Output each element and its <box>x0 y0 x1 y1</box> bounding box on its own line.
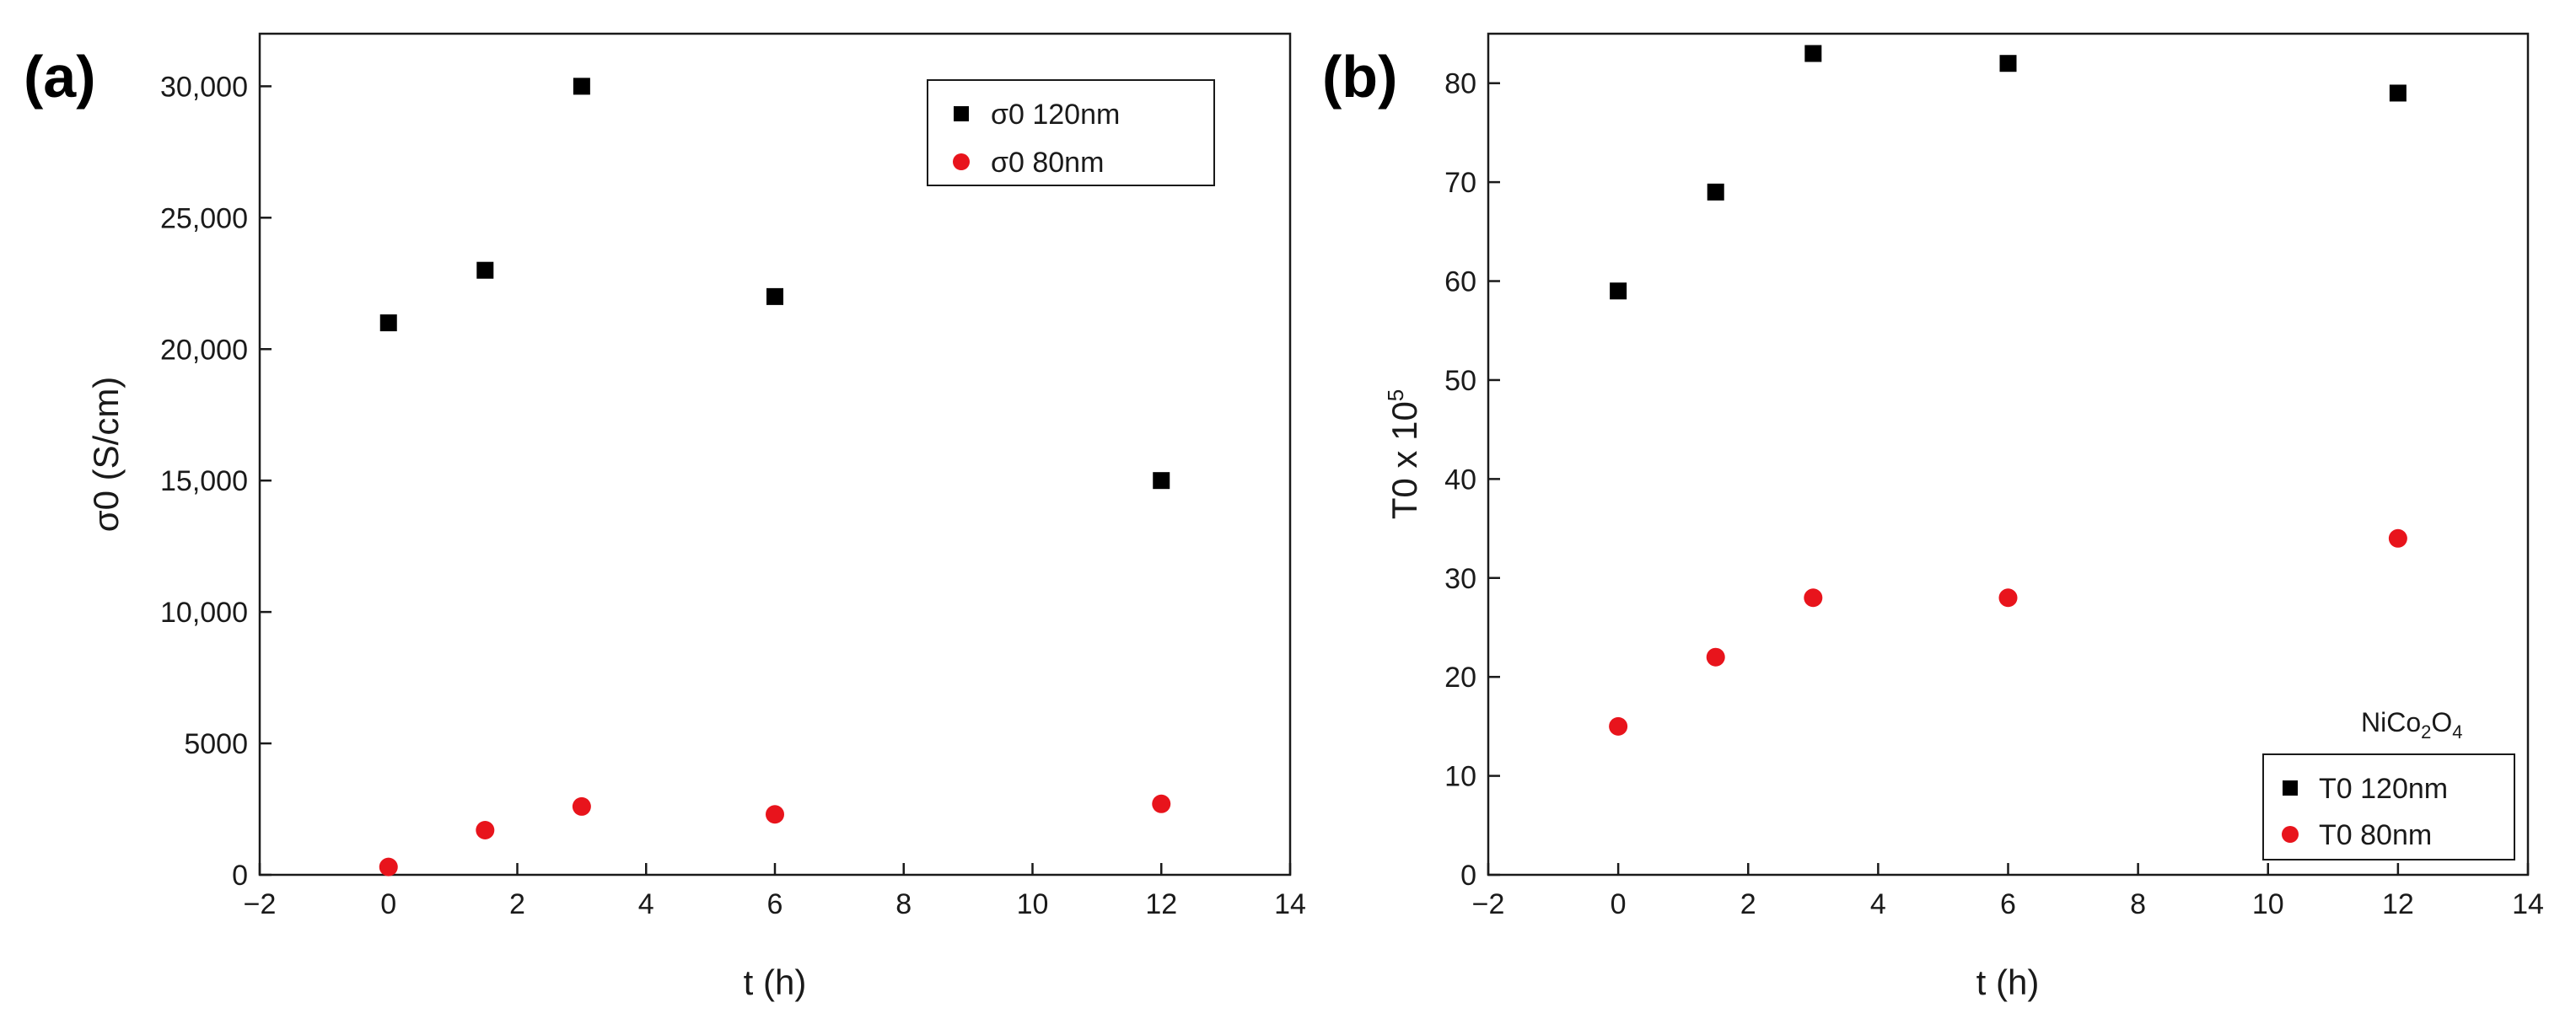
panel-b-y-tick-label: 10 <box>1444 761 1476 793</box>
panel-b-y-ticks: 0 10 20 30 40 50 60 70 80 <box>1444 68 1500 892</box>
panel-b-x-axis-title: t (h) <box>1976 962 2040 1002</box>
panel-b-y-tick-label: 80 <box>1444 68 1476 100</box>
panel-a-point-80nm <box>1152 794 1171 813</box>
panel-a-point-120nm <box>573 78 590 95</box>
panel-a-y-axis-title: σ0 (S/cm) <box>86 377 126 533</box>
panel-b-point-120nm <box>2389 84 2407 102</box>
panel-b-x-tick-label: −2 <box>1472 888 1505 920</box>
panel-b-point-120nm <box>1804 45 1822 62</box>
panel-a-point-80nm <box>766 805 784 824</box>
panel-a-x-tick-label: 2 <box>509 888 525 920</box>
panel-a-x-ticks: −2 0 2 4 6 8 10 12 14 <box>244 863 1306 920</box>
panel-a-x-axis-title: t (h) <box>744 962 807 1002</box>
panel-b-legend-box <box>2262 753 2515 860</box>
panel-a-point-120nm <box>476 261 494 279</box>
panel-a-y-tick-label: 15,000 <box>160 465 248 497</box>
panel-b-point-80nm <box>2388 528 2407 548</box>
panel-a-x-tick-label: 6 <box>767 888 783 920</box>
panel-b-y-tick-label: 20 <box>1444 662 1476 694</box>
panel-b-point-80nm <box>1706 647 1725 667</box>
panel-b-compound-annotation: NiCo2O4 <box>2361 707 2463 743</box>
panel-a-legend-circle-marker <box>953 153 970 170</box>
panel-b-point-80nm <box>1998 588 2018 608</box>
panel-b-markers <box>1609 45 2407 736</box>
compound-part-2: 2 <box>2421 721 2431 743</box>
panel-a-x-tick-label: −2 <box>244 888 277 920</box>
panel-a-y-tick-label: 0 <box>232 860 248 892</box>
panel-a-legend-square-marker <box>954 106 969 121</box>
panel-b-legend-square-marker <box>2283 780 2298 796</box>
panel-b-point-80nm <box>1804 588 1823 608</box>
panel-b-x-tick-label: 14 <box>2512 888 2544 920</box>
panel-a-point-120nm <box>766 287 783 305</box>
compound-part-1: NiCo <box>2361 707 2421 737</box>
panel-a-point-120nm <box>1153 472 1170 490</box>
panel-a-x-tick-label: 8 <box>895 888 912 920</box>
panel-b-y-axis-title-main: T0 x 10 <box>1385 401 1424 519</box>
panel-a-point-80nm <box>379 857 398 877</box>
panel-b-legend: T0 120nm T0 80nm <box>2262 753 2515 860</box>
panel-b-x-tick-label: 0 <box>1611 888 1627 920</box>
panel-a-point-80nm <box>572 796 591 816</box>
panel-a-y-tick-label: 10,000 <box>160 597 248 629</box>
panel-b-point-120nm <box>1610 282 1627 300</box>
panel-a-label: (a) <box>24 44 96 110</box>
panel-a-legend-120nm-label: σ0 120nm <box>991 99 1120 131</box>
panel-b-point-120nm <box>1707 183 1724 201</box>
panel-b-legend-80nm-label: T0 80nm <box>2319 819 2432 851</box>
panel-a-legend-80nm-label: σ0 80nm <box>991 147 1104 179</box>
panel-b-legend-circle-marker <box>2282 826 2299 843</box>
panel-b-x-tick-label: 2 <box>1740 888 1756 920</box>
panel-b-x-tick-label: 12 <box>2382 888 2414 920</box>
panel-a-legend: σ0 120nm σ0 80nm <box>927 79 1215 186</box>
panel-b-x-tick-label: 8 <box>2130 888 2146 920</box>
panel-b-x-tick-label: 10 <box>2252 888 2284 920</box>
panel-a-x-tick-label: 10 <box>1017 888 1049 920</box>
panel-a-x-tick-label: 4 <box>638 888 654 920</box>
panel-b-y-tick-label: 60 <box>1444 266 1476 298</box>
panel-a-x-tick-label: 12 <box>1145 888 1177 920</box>
panel-b-x-tick-label: 4 <box>1870 888 1886 920</box>
panel-a-x-tick-label: 14 <box>1274 888 1306 920</box>
panel-a: (a) −2 0 2 4 6 8 10 12 14 0500010,00015,00020,00… <box>24 32 1306 1002</box>
panel-a-y-tick-label: 5000 <box>184 728 248 760</box>
panel-b-point-80nm <box>1609 716 1628 736</box>
panel-a-y-ticks: 0 5000 10,000 15,000 20,000 25,000 30,000 <box>160 71 272 892</box>
compound-part-3: O <box>2431 707 2452 737</box>
panel-b-x-ticks: −2 0 2 4 6 8 10 12 14 <box>1472 863 2544 920</box>
panel-b-label: (b) <box>1322 44 1397 110</box>
panel-b-y-axis-title-exponent: 5 <box>1383 389 1408 401</box>
panel-a-legend-box <box>927 79 1215 186</box>
panel-b-legend-120nm-label: T0 120nm <box>2319 773 2448 805</box>
panel-a-y-tick-label: 20,000 <box>160 334 248 366</box>
panel-a-point-120nm <box>379 314 397 332</box>
panel-b-y-tick-label: 50 <box>1444 365 1476 397</box>
panel-b-y-tick-label: 40 <box>1444 464 1476 496</box>
panel-b-y-tick-label: 30 <box>1444 563 1476 595</box>
panel-b-x-tick-label: 6 <box>2000 888 2016 920</box>
compound-part-4: 4 <box>2452 721 2462 743</box>
panel-a-y-tick-label: 25,000 <box>160 202 248 234</box>
panel-a-markers <box>379 78 1171 877</box>
panel-b-y-tick-label: 70 <box>1444 167 1476 199</box>
panel-b-y-tick-label: 0 <box>1460 860 1476 892</box>
panel-a-y-tick-label: 30,000 <box>160 71 248 103</box>
panel-a-x-tick-label: 0 <box>380 888 396 920</box>
panel-b-point-120nm <box>1999 55 2017 72</box>
panel-b-y-axis-title: T0 x 105 <box>1383 389 1424 520</box>
panel-a-point-80nm <box>476 820 495 839</box>
